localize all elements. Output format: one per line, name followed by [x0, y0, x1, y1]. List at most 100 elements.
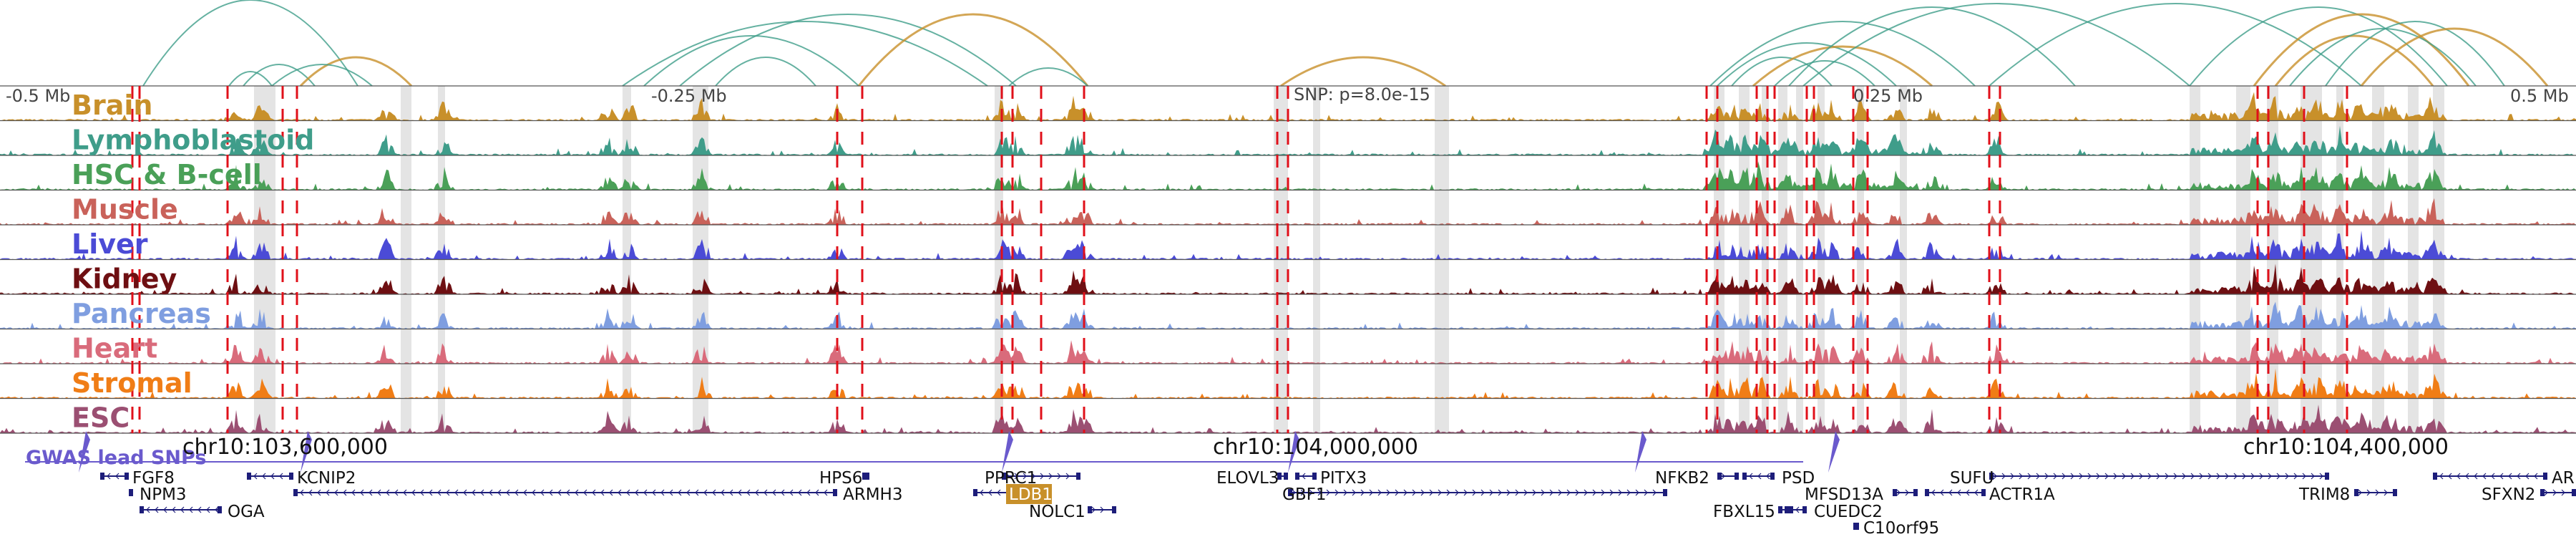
track-label: Stromal: [72, 367, 192, 399]
strand-chevron: [2087, 473, 2092, 480]
gene-fbxl15: FBXL15: [1713, 503, 1789, 521]
gene-nolc1: NOLC1: [1029, 503, 1116, 521]
gene-label: NOLC1: [1029, 503, 1085, 521]
track-label: Heart: [72, 333, 157, 364]
strand-chevron: [1592, 489, 1596, 496]
strand-chevron: [411, 489, 416, 496]
gwas-lead-snps: GWAS lead SNPs: [25, 431, 1840, 473]
strand-chevron: [514, 489, 519, 496]
loop-arc-9: [715, 57, 816, 87]
strand-chevron: [1480, 489, 1485, 496]
strand-chevron: [115, 473, 119, 480]
gene-exon: [1742, 473, 1747, 480]
strand-chevron: [2561, 489, 2565, 496]
loop-arc-3: [243, 64, 316, 87]
loop-arc-15: [1731, 57, 1833, 87]
strand-chevron: [566, 489, 570, 496]
strand-chevron: [1395, 489, 1399, 496]
gwas-snp-marker-6: [1828, 431, 1840, 473]
gene-label: SFXN2: [2482, 485, 2535, 504]
strand-chevron: [2070, 473, 2074, 480]
gene-psd: PSD: [1742, 469, 1815, 488]
strand-chevron: [2190, 473, 2195, 480]
strand-chevron: [2534, 473, 2538, 480]
strand-chevron: [789, 489, 794, 496]
strand-chevron: [2276, 473, 2280, 480]
strand-chevron: [1644, 489, 1648, 496]
strand-chevron: [2079, 473, 2083, 480]
gene-label: PSD: [1782, 469, 1815, 488]
gene-label: TRIM8: [2298, 485, 2350, 504]
loop-arc-10: [857, 13, 1089, 87]
gene-exon: [1778, 506, 1782, 513]
track-signal: [0, 198, 2576, 225]
strand-chevron: [270, 473, 275, 480]
strand-chevron: [206, 506, 210, 513]
gene-exon: [293, 489, 298, 496]
strand-chevron: [146, 506, 150, 513]
loop-arc-12: [1280, 56, 1446, 87]
strand-chevron: [1966, 489, 1970, 496]
gene-label: ARMH3: [843, 485, 903, 504]
strand-chevron: [2384, 489, 2388, 496]
gene-highlight-box: [1006, 484, 1052, 504]
strand-chevron: [2019, 473, 2023, 480]
gene-exon: [973, 489, 977, 496]
strand-chevron: [772, 489, 776, 496]
track-signal: [0, 231, 2576, 260]
strand-chevron: [2130, 473, 2135, 480]
strand-chevron: [463, 489, 467, 496]
strand-chevron: [635, 489, 639, 496]
ruler: -0.5 Mb -0.25 Mb SNP: p=8.0e-15 0.25 Mb …: [6, 84, 2569, 106]
gene-exon: [1088, 506, 1092, 513]
track-label: Muscle: [72, 194, 178, 226]
gene-exon: [140, 506, 144, 513]
strand-chevron: [1386, 489, 1390, 496]
strand-chevron: [279, 473, 283, 480]
strand-chevron: [2165, 473, 2169, 480]
coord-label-1: chr10:103,600,000: [182, 435, 388, 460]
gwas-label: GWAS lead SNPs: [26, 447, 206, 469]
ruler-snp-label: SNP: p=8.0e-15: [1294, 84, 1430, 105]
strand-chevron: [308, 489, 313, 496]
track-label: Lymphoblastoid: [72, 125, 314, 156]
gene-label: KCNIP2: [297, 469, 356, 488]
gene-exon: [1981, 489, 1986, 496]
strand-chevron: [437, 489, 441, 496]
strand-chevron: [583, 489, 587, 496]
strand-chevron: [2156, 473, 2160, 480]
gwas-snp-marker-4: [1288, 431, 1299, 473]
gene-exon: [1295, 473, 1299, 480]
strand-chevron: [1463, 489, 1468, 496]
strand-chevron: [189, 506, 193, 513]
gene-label: GBF1: [1282, 485, 1326, 504]
strand-chevron: [1515, 489, 1519, 496]
gene-exon: [125, 473, 129, 480]
strand-chevron: [351, 489, 356, 496]
strand-chevron: [1558, 489, 1562, 496]
gene-label: MFSD13A: [1805, 485, 1883, 504]
loop-arc-4: [299, 56, 413, 87]
strand-chevron: [686, 489, 691, 496]
strand-chevron: [1343, 489, 1347, 496]
strand-chevron: [1506, 489, 1511, 496]
strand-chevron: [678, 489, 682, 496]
gene-exon: [1913, 489, 1918, 496]
strand-chevron: [1974, 489, 1979, 496]
strand-chevron: [1326, 489, 1330, 496]
gene-exon: [289, 473, 293, 480]
strand-chevron: [669, 489, 673, 496]
loop-arc-2: [228, 71, 273, 87]
strand-chevron: [703, 489, 708, 496]
strand-chevron: [763, 489, 768, 496]
strand-chevron: [1031, 473, 1035, 480]
gene-sufu: SUFU: [1950, 469, 2329, 488]
strand-chevron: [1023, 473, 1027, 480]
strand-chevron: [1532, 489, 1536, 496]
strand-chevron: [2302, 473, 2306, 480]
gene-exon: [1312, 473, 1317, 480]
strand-chevron: [532, 489, 536, 496]
gene-label: LDB1: [1009, 485, 1053, 504]
gene-label: HPS6: [819, 469, 862, 488]
strand-chevron: [1957, 489, 1961, 496]
